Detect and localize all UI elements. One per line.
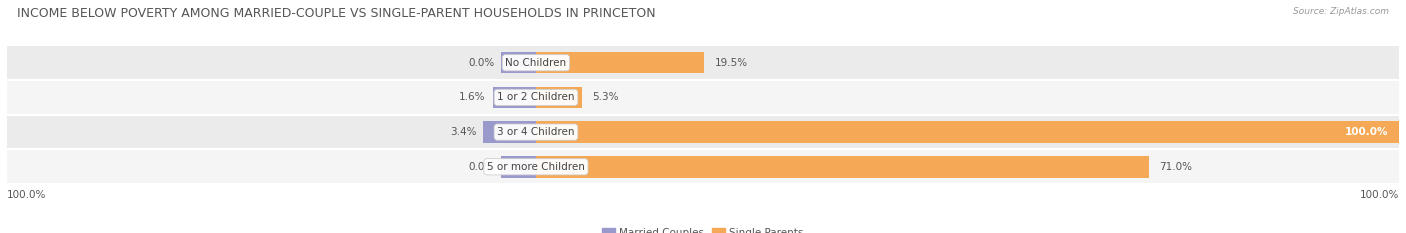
Text: 100.0%: 100.0% [1360,190,1399,200]
Bar [536,156,1149,178]
Bar [536,121,1399,143]
Text: 1 or 2 Children: 1 or 2 Children [498,93,575,103]
Text: 5 or more Children: 5 or more Children [486,162,585,172]
Bar [7,80,1399,115]
Text: 3.4%: 3.4% [450,127,477,137]
Bar [484,121,536,143]
Bar [7,115,1399,149]
Text: 19.5%: 19.5% [714,58,748,68]
Text: 1.6%: 1.6% [460,93,485,103]
Text: No Children: No Children [505,58,567,68]
Text: INCOME BELOW POVERTY AMONG MARRIED-COUPLE VS SINGLE-PARENT HOUSEHOLDS IN PRINCET: INCOME BELOW POVERTY AMONG MARRIED-COUPL… [17,7,655,20]
Text: 0.0%: 0.0% [468,58,495,68]
Text: 100.0%: 100.0% [1346,127,1389,137]
Legend: Married Couples, Single Parents: Married Couples, Single Parents [599,224,807,233]
Text: 100.0%: 100.0% [7,190,46,200]
Text: 71.0%: 71.0% [1159,162,1192,172]
Bar [501,156,536,178]
Text: 5.3%: 5.3% [592,93,619,103]
Text: 0.0%: 0.0% [468,162,495,172]
Bar [7,149,1399,184]
Bar [501,52,536,73]
Bar [536,87,582,108]
Text: 3 or 4 Children: 3 or 4 Children [498,127,575,137]
Bar [536,52,704,73]
Text: Source: ZipAtlas.com: Source: ZipAtlas.com [1294,7,1389,16]
Bar [7,45,1399,80]
Bar [492,87,536,108]
